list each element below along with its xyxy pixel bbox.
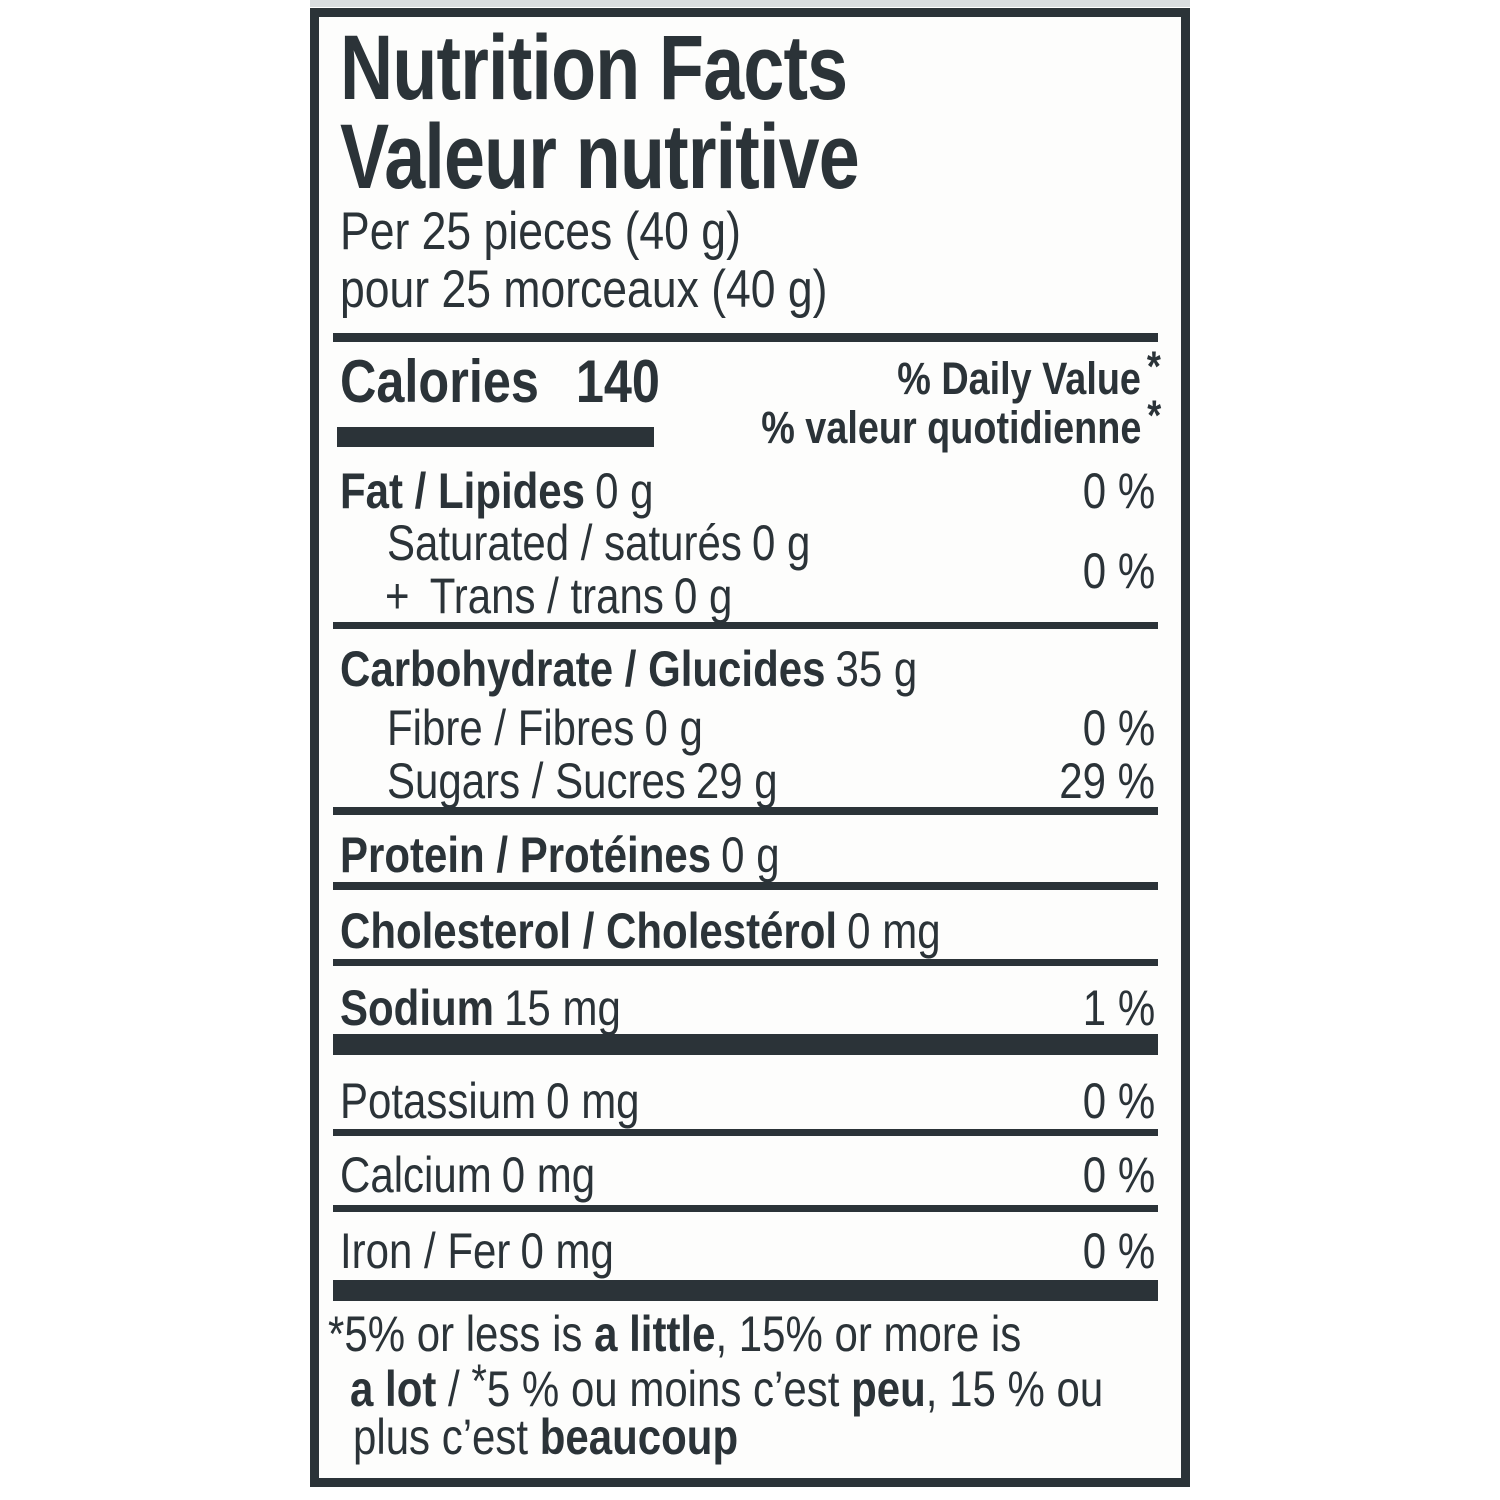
calcium-dv: 0 % — [1082, 1147, 1155, 1203]
iron-name: Iron / Fer — [340, 1223, 511, 1279]
sodium-amount: 15 mg — [504, 980, 621, 1036]
cholesterol-name: Cholesterol / Cholestérol — [340, 903, 838, 959]
saturated-name: Saturated / saturés — [387, 515, 742, 571]
sugars-dv: 29 % — [1059, 753, 1155, 809]
calcium-amount: 0 mg — [501, 1147, 596, 1203]
daily-value-header-en: % Daily Value * — [897, 343, 1161, 404]
row-calcium: Calcium 0 mg 0 % — [340, 1149, 1155, 1201]
footnote-line-1: *5% or less is a little, 15% or more is — [328, 1306, 1022, 1362]
title-fr: Valeur nutritive — [340, 106, 860, 208]
sugars-amount: 29 g — [695, 753, 778, 809]
calcium-name: Calcium — [340, 1147, 492, 1203]
trans-plus-sign: + — [385, 568, 410, 624]
asterisk-icon: * — [471, 1355, 487, 1409]
daily-value-header-fr: % valeur quotidienne * — [760, 392, 1161, 453]
carbohydrate-amount: 35 g — [835, 641, 918, 697]
calories-value: 140 — [575, 348, 660, 415]
separator-fat-carb — [333, 622, 1158, 629]
carbohydrate-name: Carbohydrate / Glucides — [340, 641, 826, 697]
fibre-dv: 0 % — [1082, 700, 1155, 756]
iron-dv: 0 % — [1082, 1223, 1155, 1279]
calories-label: Calories — [340, 348, 539, 415]
cholesterol-amount: 0 mg — [847, 903, 941, 959]
fibre-amount: 0 g — [644, 700, 703, 756]
asterisk-icon: * — [1147, 392, 1161, 441]
potassium-amount: 0 mg — [546, 1073, 640, 1129]
nutrition-facts-label: Nutrition Facts Valeur nutritive Per 25 … — [310, 8, 1190, 1487]
row-cholesterol: Cholesterol / Cholestérol 0 mg — [340, 905, 1155, 957]
separator-protein-cholesterol — [333, 882, 1158, 890]
sodium-name: Sodium — [340, 980, 494, 1036]
photo-edge-strip — [310, 0, 1190, 7]
protein-name: Protein / Protéines — [340, 827, 712, 883]
saturated-trans-dv-row: 0 % — [340, 545, 1155, 597]
asterisk-icon: * — [1147, 343, 1161, 392]
calories-underline-bar — [337, 427, 654, 447]
sugars-name: Sugars / Sucres — [387, 753, 686, 809]
separator-header — [333, 333, 1158, 342]
row-potassium: Potassium 0 mg 0 % — [340, 1075, 1155, 1127]
potassium-name: Potassium — [340, 1073, 537, 1129]
calories-row: Calories 140 — [340, 351, 721, 413]
fat-amount: 0 g — [595, 463, 654, 519]
saturated-trans-dv: 0 % — [1082, 543, 1155, 599]
saturated-amount: 0 g — [751, 515, 811, 571]
row-protein: Protein / Protéines 0 g — [340, 829, 1155, 881]
protein-amount: 0 g — [721, 827, 780, 883]
row-carbohydrate: Carbohydrate / Glucides 35 g — [340, 643, 1155, 695]
footnote-line-2: a lot / *5 % ou moins c’est peu, 15 % ou — [350, 1355, 1104, 1417]
iron-amount: 0 mg — [520, 1223, 614, 1279]
row-fibre: Fibre / Fibres 0 g 0 % — [387, 702, 1155, 754]
row-sodium: Sodium 15 mg 1 % — [340, 982, 1155, 1034]
trans-name: Trans / trans — [429, 568, 664, 624]
fat-name: Fat / Lipides — [340, 463, 586, 519]
separator-potassium-calcium — [333, 1129, 1158, 1136]
row-sugars: Sugars / Sucres 29 g 29 % — [387, 755, 1155, 807]
thick-bar-sodium — [333, 1034, 1158, 1055]
fat-dv: 0 % — [1082, 463, 1155, 519]
row-fat: Fat / Lipides 0 g 0 % — [340, 465, 1155, 517]
trans-amount: 0 g — [673, 568, 733, 624]
row-trans-fat: + Trans / trans 0 g — [385, 570, 1155, 622]
fibre-name: Fibre / Fibres — [387, 700, 635, 756]
separator-calcium-iron — [333, 1205, 1158, 1212]
separator-cholesterol-sodium — [333, 959, 1158, 966]
footnote-line-3: plus c’est beaucoup — [353, 1409, 739, 1465]
serving-size-fr: pour 25 morceaux (40 g) — [340, 260, 828, 319]
title-en: Nutrition Facts — [340, 17, 848, 119]
row-saturated-fat: Saturated / saturés 0 g — [387, 517, 1155, 569]
serving-size-en: Per 25 pieces (40 g) — [340, 202, 741, 261]
thick-bar-iron — [333, 1280, 1158, 1301]
sodium-dv: 1 % — [1082, 980, 1155, 1036]
potassium-dv: 0 % — [1082, 1073, 1155, 1129]
row-iron: Iron / Fer 0 mg 0 % — [340, 1225, 1155, 1277]
separator-carb-protein — [333, 807, 1158, 815]
